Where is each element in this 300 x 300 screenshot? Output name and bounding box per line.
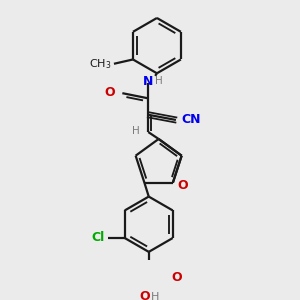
Text: CH$_3$: CH$_3$ [89,57,111,71]
Text: Cl: Cl [92,231,105,244]
Text: N: N [143,75,154,88]
Text: O: O [177,179,188,192]
Text: H: H [151,292,159,300]
Text: O: O [139,290,150,300]
Text: O: O [105,86,116,99]
Text: CN: CN [181,112,201,126]
Text: O: O [171,271,182,284]
Text: H: H [132,126,140,136]
Text: H: H [155,76,163,86]
